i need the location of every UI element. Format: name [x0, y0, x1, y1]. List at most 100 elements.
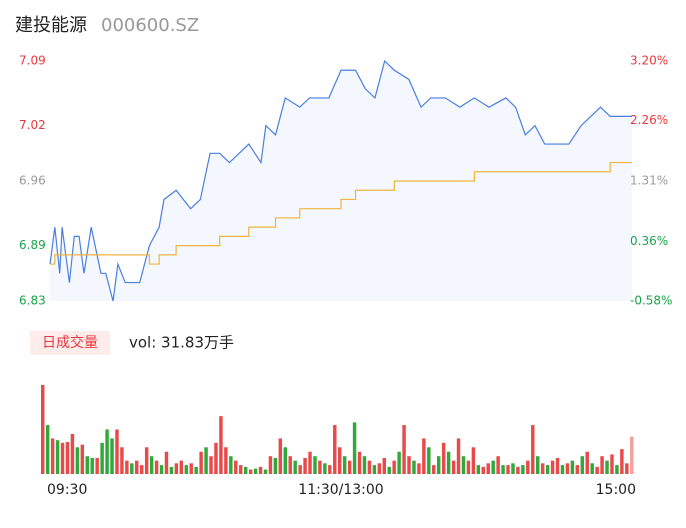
volume-bar [540, 463, 545, 474]
y2-tick-label: 1.31% [630, 174, 668, 188]
volume-bar [605, 460, 609, 474]
volume-bar [95, 457, 99, 474]
volume-bar [219, 416, 223, 474]
volume-bar [387, 466, 391, 474]
volume-bar [407, 456, 411, 474]
y2-tick-label: 3.20% [630, 54, 668, 68]
price-area [50, 61, 632, 301]
volume-bar [555, 457, 560, 474]
volume-bar [451, 460, 456, 474]
volume-bar [491, 460, 495, 474]
volume-bar [412, 460, 416, 474]
volume-bar [372, 465, 377, 474]
volume-bar [204, 447, 208, 474]
y-tick-label: 6.83 [19, 294, 46, 308]
volume-bar [357, 451, 362, 474]
volume-bar [278, 438, 283, 474]
y2-tick-label: -0.58% [630, 294, 672, 308]
volume-bar [105, 429, 109, 474]
volume-bar [263, 469, 268, 474]
volume-bar [85, 456, 89, 474]
volume-bar [501, 465, 505, 474]
volume-bar [140, 465, 144, 474]
volume-bar [402, 425, 406, 474]
volume-bar [625, 463, 629, 474]
volume-bar [333, 425, 337, 474]
volume-bar [189, 463, 193, 474]
volume-bar [521, 465, 525, 474]
volume-bar [481, 466, 485, 474]
stock-name: 建投能源 [15, 15, 87, 36]
volume-bar [516, 466, 520, 474]
volume-bar [323, 463, 327, 474]
volume-bar [224, 447, 228, 474]
volume-bar [174, 463, 179, 474]
volume-bar [610, 454, 614, 474]
volume-bar [90, 457, 94, 474]
volume-bar [75, 447, 80, 474]
volume-bar [239, 465, 243, 474]
volume-bar [446, 451, 451, 474]
volume-bar [253, 468, 258, 474]
volume-bar [268, 456, 273, 474]
volume-bar [397, 451, 401, 474]
y2-tick-label: 0.36% [630, 234, 668, 248]
volume-bar [318, 460, 322, 474]
volume-bar [243, 466, 248, 474]
x-tick-label: 09:30 [47, 482, 87, 498]
volume-annotation: vol: 31.83万手 [129, 334, 234, 352]
volume-bar [60, 442, 65, 474]
volume-bar [234, 460, 238, 474]
volume-bar [550, 460, 555, 474]
volume-bar [392, 460, 396, 474]
volume-bar [545, 465, 550, 474]
volume-bar [313, 456, 317, 474]
volume-bar [159, 465, 164, 474]
volume-bar [214, 442, 218, 474]
volume-bar [184, 465, 188, 474]
volume-bar [125, 460, 129, 474]
volume-bar [347, 460, 352, 474]
y-tick-label: 6.89 [19, 238, 46, 252]
volume-bar [135, 460, 139, 474]
volume-bar [55, 440, 60, 474]
volume-bar [417, 463, 421, 474]
volume-bar [80, 444, 85, 474]
volume-bar [342, 456, 347, 474]
volume-bar [496, 456, 500, 474]
volume-bar [303, 457, 307, 474]
y-tick-label: 7.02 [19, 118, 46, 132]
volume-bar [441, 442, 446, 474]
volume-bar [461, 456, 466, 474]
volume-bar [100, 442, 104, 474]
price-line [49, 59, 632, 302]
volume-bar [41, 385, 45, 474]
volume-bar [432, 465, 436, 474]
volume-bar [590, 463, 594, 474]
volume-bar [575, 465, 580, 474]
volume-bar [422, 438, 426, 474]
volume-bar [199, 451, 203, 474]
volume-bar [620, 449, 624, 474]
volume-bar [115, 429, 119, 474]
volume-bar [437, 456, 441, 474]
volume-bar [229, 456, 233, 474]
volume-bar [486, 463, 490, 474]
volume-bar [283, 447, 287, 474]
volume-bar [600, 456, 604, 474]
average-line [50, 161, 632, 265]
volume-bar [466, 460, 471, 474]
volume-bar [258, 466, 263, 474]
volume-bar [164, 451, 169, 474]
y2-tick-label: 2.26% [630, 113, 668, 127]
volume-bar [570, 460, 575, 474]
x-tick-label: 11:30/13:00 [298, 482, 383, 498]
volume-bar [293, 460, 297, 474]
volume-bar [298, 465, 302, 474]
volume-bar [179, 460, 184, 474]
volume-bar [585, 451, 589, 474]
stock-code: 000600.SZ [101, 15, 199, 36]
volume-bar [536, 456, 540, 474]
volume-bar [308, 451, 312, 474]
volume-bar [169, 466, 174, 474]
